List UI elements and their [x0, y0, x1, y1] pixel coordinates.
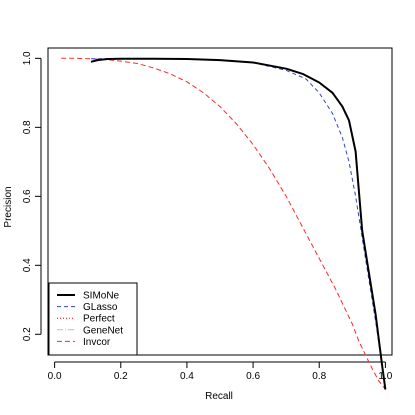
x-axis-label: Recall	[205, 391, 233, 402]
y-tick-label: 0.2	[22, 327, 33, 341]
x-tick-label: 0.6	[246, 371, 260, 382]
legend-label-genenet: GeneNet	[83, 325, 123, 336]
x-tick-label: 0.4	[180, 371, 194, 382]
x-axis: 0.0 0.2 0.4 0.6 0.8 1.0	[48, 361, 393, 382]
x-tick-label: 0.8	[312, 371, 326, 382]
series-layer	[61, 57, 387, 390]
legend-label-perfect: Perfect	[83, 314, 115, 325]
y-tick-label: 1.0	[22, 51, 33, 65]
plot-frame	[47, 47, 393, 356]
x-tick-label: 0.0	[48, 371, 62, 382]
series-line-simone	[90, 57, 387, 390]
y-axis-label: Precision	[3, 186, 14, 227]
y-tick-label: 0.4	[22, 258, 33, 272]
series-line-invcor	[61, 57, 386, 390]
legend-label-simone: SIMoNe	[83, 291, 120, 302]
legend-label-invcor: Invcor	[83, 337, 111, 348]
y-axis: 0.2 0.4 0.6 0.8 1.0	[22, 51, 42, 341]
x-tick-label: 0.2	[114, 371, 128, 382]
plot-border	[47, 47, 393, 356]
y-tick-label: 0.6	[22, 189, 33, 203]
y-tick-label: 0.8	[22, 120, 33, 134]
x-tick-label: 1.0	[378, 371, 392, 382]
legend-label-glasso: GLasso	[83, 302, 118, 313]
